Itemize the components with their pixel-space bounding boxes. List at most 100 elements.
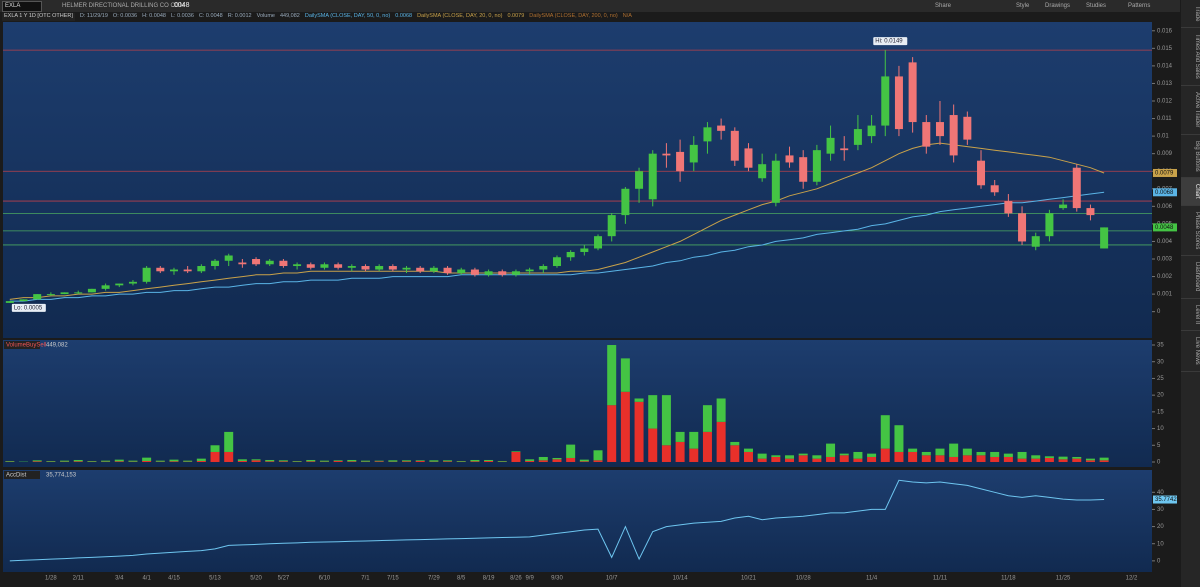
- volume-bar: [908, 448, 918, 452]
- volume-bar: [566, 444, 576, 458]
- volume-panel: [3, 340, 1152, 467]
- volume-bar: [5, 460, 15, 462]
- sidebar-tab[interactable]: Level II: [1181, 299, 1200, 332]
- volume-bar: [976, 451, 986, 456]
- volume-bar: [730, 441, 740, 446]
- volume-bar: [757, 453, 767, 459]
- volume-bar: [101, 460, 111, 462]
- price-tag: [1153, 168, 1177, 177]
- toolbar-button[interactable]: Share: [935, 3, 952, 9]
- volume-bar: [32, 460, 42, 462]
- sidebar-tab[interactable]: Live News: [1181, 331, 1200, 372]
- sma-name: DailySMA (CLOSE, DAY, 50, 0, no): [304, 13, 391, 19]
- candle-body: [1072, 167, 1081, 209]
- sidebar-tab[interactable]: Chart: [1181, 178, 1200, 206]
- panel-title: VolumeBuySell: [6, 343, 46, 349]
- volume-bar: [60, 460, 70, 462]
- symbol-box[interactable]: EXLA: [2, 1, 42, 12]
- toolbar-button[interactable]: Patterns: [1128, 3, 1151, 9]
- candle-body: [211, 260, 220, 267]
- volume-bar: [607, 345, 617, 406]
- candle-body: [1004, 201, 1013, 214]
- sidebar-tab[interactable]: Active Trader: [1181, 86, 1200, 135]
- candle-body: [429, 267, 438, 272]
- candle-body: [881, 76, 890, 126]
- volume-bar: [921, 451, 931, 456]
- candle-body: [648, 153, 657, 200]
- volume-bar: [251, 459, 261, 461]
- y-tick-label: 0.015: [1157, 46, 1173, 52]
- volume-bar: [839, 453, 849, 456]
- y-tick-label: 0.014: [1157, 63, 1173, 69]
- y-tick-label: 0.006: [1157, 204, 1173, 210]
- volume-bar: [798, 455, 808, 462]
- toolbar-button[interactable]: Drawings: [1045, 3, 1071, 9]
- volume-bar: [607, 405, 617, 462]
- y-tick-label: 20: [1157, 393, 1164, 399]
- candle-body: [470, 269, 479, 275]
- candle-body: [867, 125, 876, 137]
- volume-bar: [990, 456, 1000, 462]
- candle-body: [1045, 213, 1054, 237]
- volume-bar: [169, 459, 179, 462]
- volume-bar: [935, 455, 945, 462]
- sidebar-tab[interactable]: Phase Scores: [1181, 206, 1200, 257]
- toolbar-button[interactable]: Studies: [1086, 3, 1107, 9]
- volume-bar: [689, 448, 699, 462]
- volume-bar: [470, 459, 480, 462]
- sidebar-tab[interactable]: Big Buttons: [1181, 135, 1200, 179]
- candle-body: [19, 299, 28, 302]
- volume-bar: [689, 431, 699, 449]
- sidebar-tab[interactable]: Dashboard: [1181, 256, 1200, 299]
- volume-bar: [1044, 457, 1054, 462]
- volume-bar: [374, 461, 384, 462]
- candle-body: [279, 260, 288, 267]
- volume-bar: [771, 455, 781, 457]
- volume-bar: [552, 457, 562, 460]
- candle-body: [46, 294, 55, 296]
- volume-bar: [388, 460, 398, 462]
- candle-body: [5, 301, 14, 303]
- sidebar-tab[interactable]: Trade: [1181, 0, 1200, 29]
- candle-body: [334, 264, 343, 268]
- toolbar-button[interactable]: Style: [1016, 3, 1030, 9]
- volume-bar: [278, 461, 288, 462]
- volume-bar: [702, 405, 712, 432]
- sidebar-tab[interactable]: Times And Sales: [1181, 28, 1200, 87]
- volume-bar: [114, 461, 124, 462]
- price-tag: [1153, 495, 1177, 504]
- candle-body: [894, 76, 903, 130]
- candle-body: [1059, 204, 1068, 209]
- volume-bar: [702, 431, 712, 462]
- volume-bar: [566, 457, 576, 462]
- volume-bar: [730, 445, 740, 462]
- volume-bar: [839, 455, 849, 462]
- candle-body: [293, 264, 302, 267]
- x-tick-label: 4/15: [168, 576, 180, 582]
- x-tick-label: 8/19: [483, 576, 495, 582]
- volume-bar: [1058, 459, 1068, 462]
- candle-body: [826, 137, 835, 154]
- volume-bar: [511, 451, 521, 452]
- annotation-box: [11, 303, 46, 312]
- volume-bar: [634, 398, 644, 402]
- volume-bar: [333, 460, 343, 462]
- sma-value: 0.0068: [395, 13, 413, 19]
- volume-bar: [1044, 456, 1054, 458]
- panel-title-box: [4, 471, 40, 479]
- volume-bar: [867, 456, 877, 462]
- annotation: Hi: 0.0149: [875, 39, 903, 45]
- volume-bar: [525, 460, 535, 462]
- volume-bar: [306, 461, 316, 462]
- y-tick-label: 15: [1157, 409, 1164, 415]
- x-tick-label: 9/30: [551, 576, 563, 582]
- volume-bar: [402, 460, 412, 462]
- sma-line: [9, 142, 1105, 300]
- x-tick-label: 11/4: [866, 576, 878, 582]
- candle-body: [908, 62, 917, 123]
- volume-bar: [593, 450, 603, 461]
- x-tick-label: 8/5: [457, 576, 466, 582]
- y-tick-label: 0: [1157, 558, 1161, 564]
- candle-body: [607, 215, 616, 237]
- x-tick-label: 7/15: [387, 576, 399, 582]
